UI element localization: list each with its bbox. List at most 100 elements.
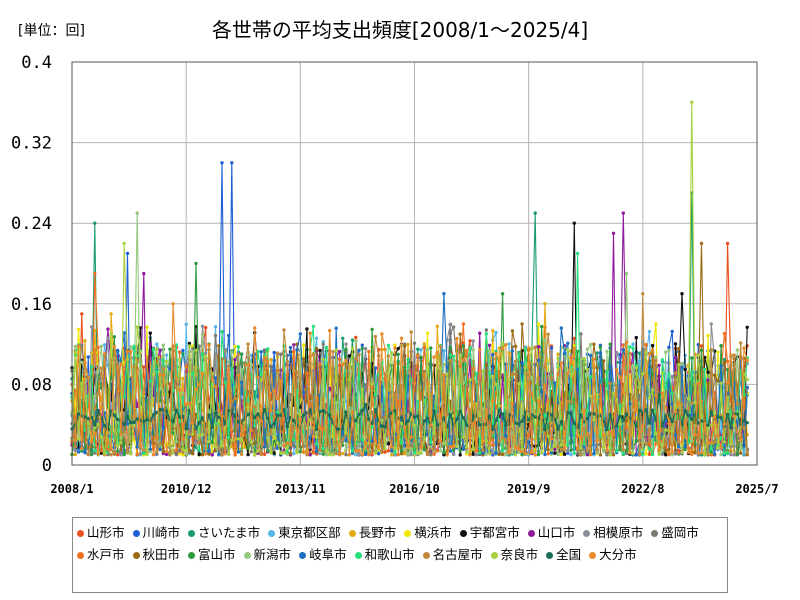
data-point xyxy=(86,376,91,380)
data-point xyxy=(624,412,629,416)
data-point xyxy=(360,387,364,392)
data-point xyxy=(122,452,126,457)
data-point xyxy=(236,373,241,378)
data-point xyxy=(207,452,211,456)
data-point xyxy=(647,329,652,334)
data-point xyxy=(579,413,583,417)
data-point xyxy=(151,347,156,352)
data-point xyxy=(696,452,700,456)
data-point xyxy=(432,431,436,435)
data-point xyxy=(722,361,727,365)
data-point xyxy=(155,370,159,374)
data-point xyxy=(712,415,717,419)
data-point xyxy=(246,342,250,346)
data-point xyxy=(556,356,560,361)
data-point xyxy=(161,449,165,454)
data-point xyxy=(549,349,554,354)
data-point xyxy=(249,353,254,357)
data-point xyxy=(256,349,260,354)
data-point xyxy=(161,373,165,377)
data-point xyxy=(559,420,563,424)
data-point xyxy=(337,349,342,354)
data-point xyxy=(699,241,704,246)
legend-marker xyxy=(188,529,196,537)
data-point xyxy=(109,376,113,380)
data-point xyxy=(341,427,345,431)
data-point xyxy=(155,452,159,456)
data-point xyxy=(380,450,384,455)
data-point xyxy=(494,451,498,455)
data-point xyxy=(575,452,580,456)
data-point xyxy=(390,351,394,355)
y-tick-label: 0.32 xyxy=(11,134,52,154)
legend-marker xyxy=(188,551,196,559)
data-point xyxy=(533,453,537,457)
data-point xyxy=(109,332,113,336)
data-point xyxy=(461,344,466,348)
data-point xyxy=(556,352,560,356)
data-point xyxy=(181,453,185,457)
data-point xyxy=(305,327,309,331)
data-point xyxy=(305,371,309,375)
data-point xyxy=(135,369,139,373)
data-point xyxy=(686,396,691,401)
data-point xyxy=(217,415,221,419)
data-point xyxy=(158,447,162,452)
data-point xyxy=(324,420,329,424)
legend-item: 新潟市 xyxy=(243,544,291,566)
data-point xyxy=(200,453,205,457)
data-point xyxy=(719,344,723,348)
data-point xyxy=(129,349,133,354)
data-point xyxy=(569,453,573,457)
data-point xyxy=(673,356,678,360)
data-point xyxy=(546,452,550,456)
data-point xyxy=(696,381,700,385)
data-point xyxy=(210,440,214,445)
data-point xyxy=(350,410,355,414)
data-point xyxy=(664,428,668,432)
data-point xyxy=(680,362,684,366)
data-point xyxy=(197,448,201,452)
data-point xyxy=(197,441,201,445)
data-point xyxy=(207,413,211,417)
data-point xyxy=(647,447,652,451)
data-point xyxy=(370,425,374,429)
data-point xyxy=(716,350,720,354)
data-point xyxy=(611,448,616,452)
data-point xyxy=(458,409,462,413)
data-point xyxy=(445,412,449,417)
data-point xyxy=(298,450,302,454)
data-point xyxy=(266,416,270,421)
data-point xyxy=(164,449,169,454)
data-point xyxy=(324,346,329,350)
data-point xyxy=(703,367,707,372)
data-point xyxy=(370,327,374,332)
data-point xyxy=(226,452,231,456)
data-point xyxy=(683,418,687,422)
data-point xyxy=(363,452,368,457)
data-point xyxy=(184,448,188,453)
data-point xyxy=(536,399,541,403)
data-point xyxy=(445,453,449,457)
data-point xyxy=(602,449,606,454)
data-point xyxy=(168,443,172,447)
data-point xyxy=(171,451,175,455)
data-point xyxy=(429,453,433,457)
data-point xyxy=(664,453,668,457)
data-point xyxy=(390,445,394,449)
data-point xyxy=(89,440,94,444)
data-point xyxy=(239,352,244,356)
data-point xyxy=(138,444,143,448)
data-point xyxy=(566,451,570,455)
data-point xyxy=(230,400,234,404)
legend-item: さいたま市 xyxy=(188,522,260,544)
legend-marker xyxy=(527,529,535,537)
data-point xyxy=(99,405,104,409)
data-point xyxy=(494,418,498,423)
data-point xyxy=(148,426,152,431)
data-point xyxy=(226,364,231,368)
data-point xyxy=(461,447,466,451)
data-point xyxy=(624,271,629,276)
data-point xyxy=(569,412,573,416)
data-point xyxy=(471,414,475,418)
